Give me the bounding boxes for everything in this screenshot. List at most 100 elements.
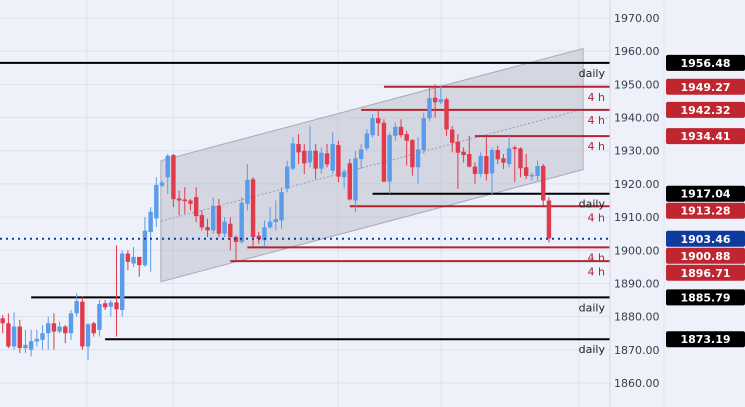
candle-body	[319, 152, 324, 169]
candle-body	[324, 153, 330, 165]
price-tag-1896-71-text: 1896.71	[680, 267, 730, 280]
candle-body	[228, 223, 233, 237]
price-tag-1913-28	[666, 202, 745, 219]
price-tag-1949-27	[666, 78, 745, 95]
candle-body	[495, 150, 500, 160]
candle-body	[353, 158, 358, 201]
y-tick-label: 1950.00	[614, 78, 660, 91]
candle-body	[535, 165, 540, 176]
candle-body	[91, 323, 96, 334]
candle-body	[199, 215, 205, 228]
candle-body	[358, 149, 364, 160]
level-label: daily	[579, 301, 606, 314]
candle-body	[484, 156, 489, 174]
candle-body	[529, 174, 535, 177]
candle-body	[489, 150, 495, 174]
y-tick-label: 1860.00	[614, 377, 660, 390]
candle-body	[347, 163, 352, 200]
candle-body	[17, 326, 22, 349]
candle-body	[398, 126, 404, 136]
candle-body	[404, 134, 409, 141]
candle-body	[438, 99, 444, 103]
level-label: daily	[579, 67, 606, 80]
candle-body	[11, 326, 17, 347]
candle-body	[518, 148, 523, 169]
candle-body	[506, 148, 512, 164]
candle-body	[296, 144, 301, 153]
y-tick-label: 1870.00	[614, 344, 660, 357]
candle-body	[273, 219, 279, 223]
price-tag-1913-28-text: 1913.28	[680, 205, 730, 218]
candle-body	[137, 256, 142, 266]
candle-body	[193, 197, 199, 217]
candle-body	[370, 118, 375, 136]
candle-body	[182, 199, 187, 202]
candle-body	[415, 149, 421, 168]
price-tag-1873-19-text: 1873.19	[680, 333, 730, 346]
candle-body	[97, 304, 102, 330]
candle-body	[461, 151, 466, 156]
price-tag-1917-04	[666, 185, 745, 202]
candle-body	[205, 227, 210, 231]
channel-midline	[160, 108, 584, 222]
candle-body	[154, 184, 159, 219]
level-label: daily	[579, 198, 606, 211]
candle-body	[421, 118, 426, 151]
candle-body	[393, 126, 398, 136]
candle-body	[216, 205, 222, 234]
candle-body	[410, 140, 415, 168]
candle-body	[450, 129, 455, 143]
y-tick-label: 1970.00	[614, 12, 660, 25]
candle-body	[34, 338, 40, 342]
candle-body	[68, 313, 74, 334]
candle-body	[290, 143, 296, 169]
candle-body	[165, 155, 170, 178]
candle-body	[222, 221, 227, 234]
price-tag-1942-32	[666, 101, 745, 118]
candle-body	[0, 318, 5, 324]
level-label: 4 h	[588, 212, 605, 225]
price-tag-1917-04-text: 1917.04	[680, 188, 730, 201]
candle-body	[142, 230, 148, 266]
candle-body	[119, 253, 125, 310]
y-tick-label: 1920.00	[614, 178, 660, 191]
candle-body	[501, 158, 506, 163]
candle-body	[85, 324, 91, 347]
candle-body	[171, 155, 176, 200]
candle-body	[444, 99, 449, 130]
y-tick-label: 1930.00	[614, 145, 660, 158]
candle-body	[176, 198, 182, 201]
candle-body	[239, 202, 244, 242]
candle-body	[546, 200, 552, 239]
candle-body	[307, 150, 313, 163]
price-tag-1956-48	[666, 54, 745, 71]
candle-body	[262, 227, 267, 241]
candle-body	[512, 147, 517, 150]
candle-body	[131, 256, 136, 264]
candle-body	[302, 150, 307, 164]
candle-body	[102, 303, 108, 308]
candle-body	[57, 326, 62, 332]
candle-body	[114, 302, 119, 310]
candle-body	[279, 192, 284, 221]
candle-body	[330, 144, 335, 171]
price-tag-1900-88	[666, 247, 745, 264]
candle-body	[267, 221, 273, 228]
candle-body	[432, 97, 438, 103]
price-tag-1885-79-text: 1885.79	[680, 291, 730, 304]
level-label: 4 h	[588, 114, 605, 127]
price-tag-1900-88-text: 1900.88	[680, 250, 730, 263]
y-tick-label: 1880.00	[614, 311, 660, 324]
candle-body	[188, 200, 193, 204]
candle-body	[211, 205, 216, 231]
price-tag-1885-79	[666, 289, 745, 306]
level-label: 4 h	[588, 251, 605, 264]
candle-body	[478, 156, 483, 174]
candle-body	[250, 179, 256, 237]
candle-body	[285, 166, 290, 189]
candle-body	[108, 302, 114, 307]
y-tick-label: 1910.00	[614, 211, 660, 224]
candle-body	[341, 171, 347, 178]
